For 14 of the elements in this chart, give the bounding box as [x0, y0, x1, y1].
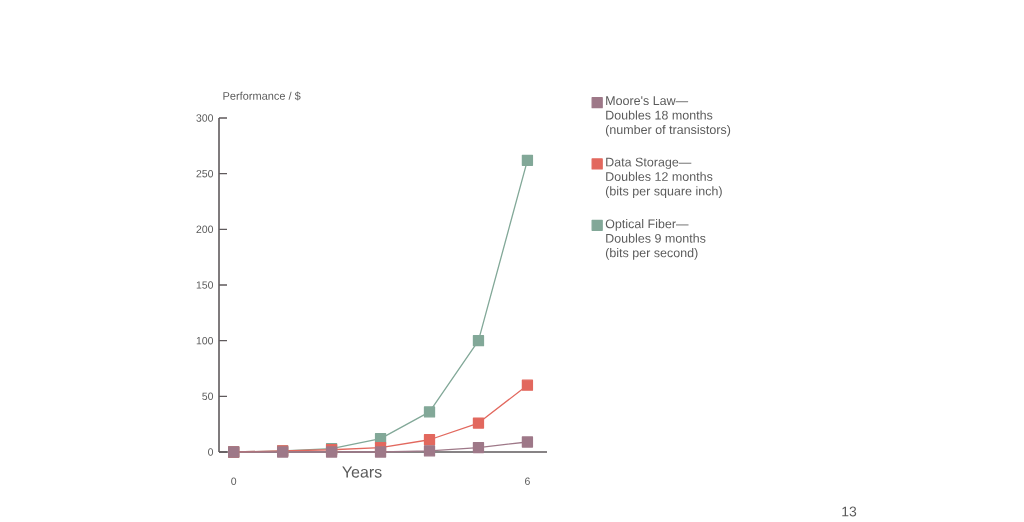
text: 13: [842, 506, 857, 517]
x-tick-label: 6: [525, 477, 530, 485]
y-tick-label: 50: [202, 392, 214, 401]
y-tick-label: 250: [196, 169, 214, 178]
legend-label: Data Storage— Doubles 12 months (bits per square inch): [605, 157, 722, 198]
x-axis-title: Years: [342, 466, 382, 478]
legend-label: Optical Fiber— Doubles 9 months (bits per second): [605, 219, 706, 260]
y-tick-label: 0: [208, 448, 214, 456]
y-tick-label: 200: [196, 225, 214, 234]
legend-label: Moore's Law— Doubles 18 months (number of transistors): [605, 96, 731, 137]
y-axis-title: Performance / $: [223, 91, 301, 101]
y-tick-label: 150: [196, 281, 214, 289]
y-tick-label: 300: [196, 114, 214, 122]
y-tick-label: 100: [196, 336, 214, 345]
